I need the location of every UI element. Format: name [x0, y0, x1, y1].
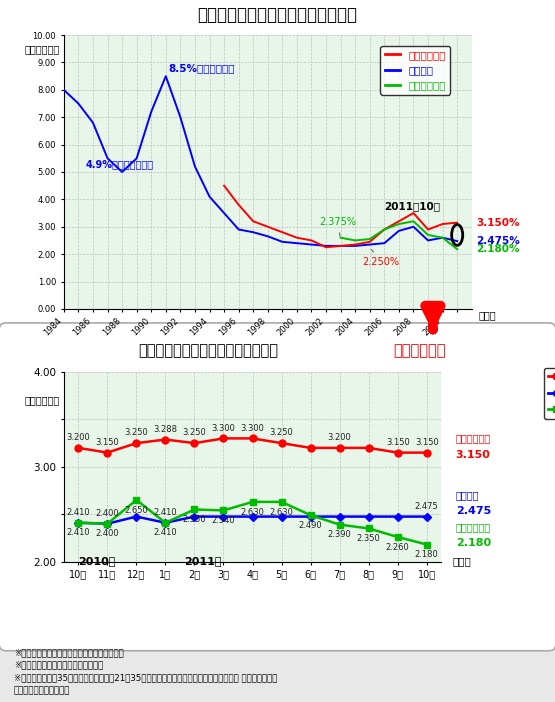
Text: 3.150: 3.150: [386, 438, 410, 447]
Text: 2.260: 2.260: [386, 543, 410, 552]
Text: ※主要都市銀行における金利を掲載。: ※主要都市銀行における金利を掲載。: [14, 661, 103, 670]
Text: 3.300: 3.300: [240, 424, 265, 432]
Text: 2.630: 2.630: [270, 508, 294, 517]
Text: 2.180%: 2.180%: [476, 244, 519, 254]
Text: 2.410: 2.410: [67, 529, 90, 538]
Text: 2.400: 2.400: [95, 509, 119, 518]
Text: 2.630: 2.630: [240, 508, 265, 517]
Text: 2.490: 2.490: [299, 521, 322, 530]
Text: （年）: （年）: [452, 556, 471, 566]
Text: 2010年: 2010年: [78, 556, 116, 566]
Text: 2.250%: 2.250%: [362, 249, 400, 267]
Text: 2.540: 2.540: [211, 516, 235, 525]
Text: 2.180: 2.180: [415, 550, 438, 559]
Text: 3.300: 3.300: [211, 424, 235, 432]
Text: 2.375%: 2.375%: [319, 218, 356, 237]
Text: 3.200: 3.200: [67, 433, 90, 442]
Text: 4.9%（昭和６２年）: 4.9%（昭和６２年）: [85, 159, 154, 169]
Text: 3.250: 3.250: [183, 428, 206, 437]
Text: 3.200: 3.200: [328, 433, 351, 442]
Text: 2.650: 2.650: [124, 505, 148, 515]
Text: 民間金融機関の住宅ローン金利推移: 民間金融機関の住宅ローン金利推移: [138, 343, 278, 359]
Text: 3.150: 3.150: [415, 438, 438, 447]
Text: ※最新のフラット35の金利は、返済期間21～35年タイプの金利の内、取り扱い金融機関が 提供する金利で: ※最新のフラット35の金利は、返済期間21～35年タイプの金利の内、取り扱い金融…: [14, 673, 278, 682]
Text: 2.350: 2.350: [357, 534, 381, 543]
Text: 2.390: 2.390: [328, 530, 351, 539]
Text: 2011年: 2011年: [184, 556, 221, 566]
Text: 3.150: 3.150: [95, 438, 119, 447]
Text: 2.410: 2.410: [154, 508, 177, 517]
Text: フラット３５: フラット３５: [456, 522, 491, 533]
Text: 変動金利: 変動金利: [456, 490, 479, 501]
Text: 3.150%: 3.150%: [476, 218, 519, 227]
Text: 2.400: 2.400: [95, 529, 119, 538]
Text: ※住宅金融支援機構公表のデータを元に編集。: ※住宅金融支援機構公表のデータを元に編集。: [14, 648, 124, 657]
Text: 2.410: 2.410: [154, 529, 177, 538]
Text: 3.288: 3.288: [153, 425, 178, 434]
Text: 最近１２ヶ月: 最近１２ヶ月: [393, 343, 445, 359]
Text: 民間金融機関の住宅ローン金利推移: 民間金融機関の住宅ローン金利推移: [198, 6, 357, 25]
Text: 8.5%（平成３年）: 8.5%（平成３年）: [169, 63, 235, 74]
Text: 2.180: 2.180: [456, 538, 491, 548]
Text: 2.475: 2.475: [456, 506, 491, 517]
Text: 2.475%: 2.475%: [476, 236, 520, 246]
Text: 3.250: 3.250: [270, 428, 294, 437]
Text: ３年固定金利: ３年固定金利: [456, 433, 491, 444]
Legend: ３年固定金利, 変動金利, フラット３５: ３年固定金利, 変動金利, フラット３５: [380, 46, 450, 95]
Text: （年）: （年）: [478, 310, 496, 320]
Text: 最も多いものを表示。: 最も多いものを表示。: [14, 686, 70, 695]
Text: 3.250: 3.250: [124, 428, 148, 437]
Text: （年率・％）: （年率・％）: [25, 395, 60, 405]
Text: 2011年10月: 2011年10月: [384, 201, 440, 211]
Text: （年率・％）: （年率・％）: [25, 44, 60, 54]
Legend: ３年固定金利, 変動金利, フラット３５: ３年固定金利, 変動金利, フラット３５: [543, 368, 555, 418]
Text: 2.550: 2.550: [183, 515, 206, 524]
Text: 3.150: 3.150: [456, 449, 491, 460]
Text: 2.410: 2.410: [67, 508, 90, 517]
Text: 2.475: 2.475: [415, 502, 438, 511]
